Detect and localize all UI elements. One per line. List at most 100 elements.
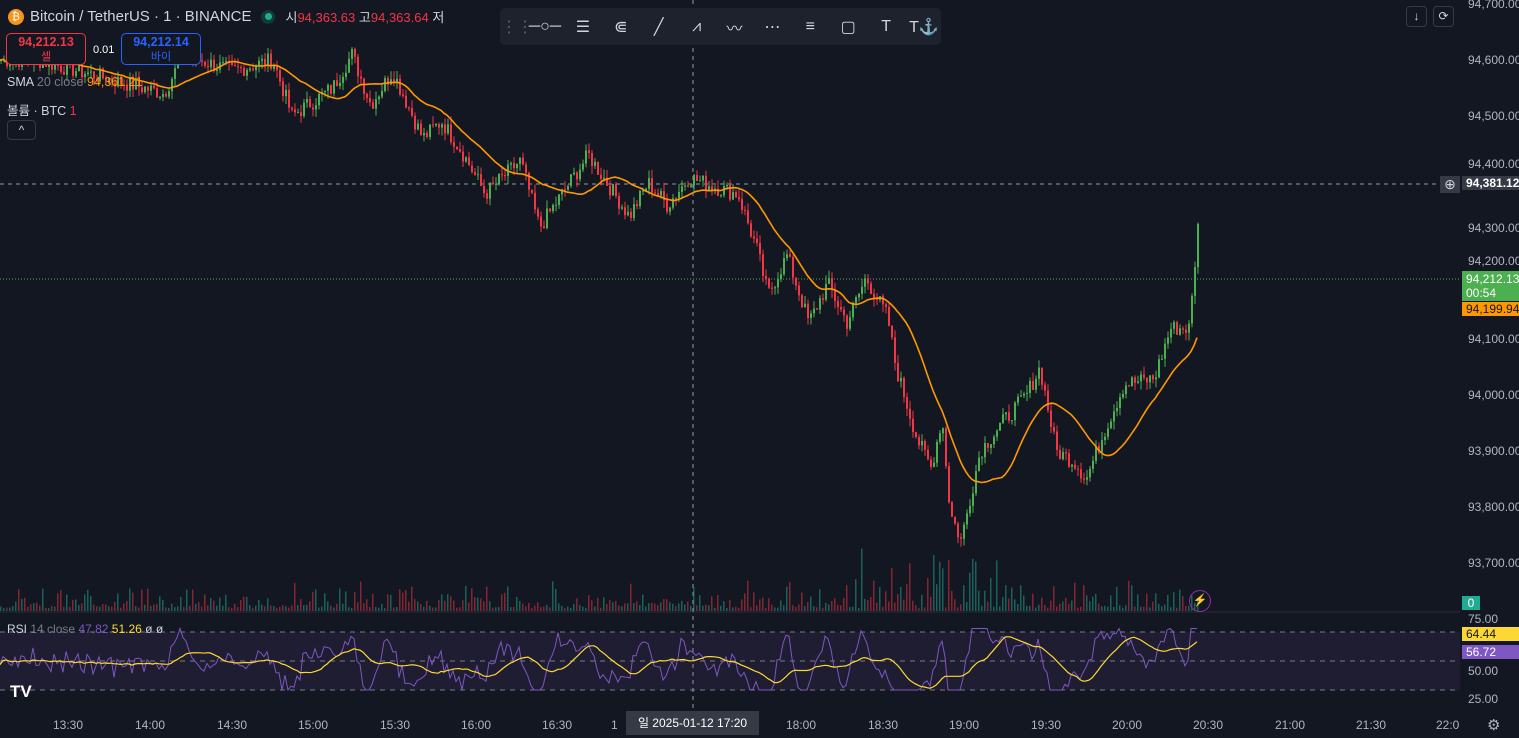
rsi-ma-tag: 64.44 (1462, 627, 1519, 641)
trend-line-icon[interactable]: ╱ (653, 18, 664, 36)
volume-bar (552, 581, 554, 611)
volume-bar (1023, 595, 1025, 611)
volume-bar (474, 597, 476, 611)
volume-bar (1068, 603, 1070, 611)
volume-bar (411, 586, 413, 611)
candle (774, 287, 776, 289)
candle (351, 49, 353, 59)
collapse-legend-button[interactable]: ^ (7, 120, 36, 140)
download-icon[interactable]: ↓ (1406, 6, 1427, 27)
candle (432, 124, 434, 126)
rsi-legend[interactable]: RSI 14 close 47.82 51.26 ø ø (7, 622, 164, 636)
price-axis-label: 93,700.00 (1468, 556, 1519, 570)
candle (1050, 410, 1052, 428)
volume-bar (372, 593, 374, 611)
volume-bar (606, 604, 608, 611)
settings-gear-icon[interactable]: ⚙ (1487, 717, 1501, 734)
lightning-icon[interactable]: ⚡ (1189, 590, 1211, 612)
volume-bar (339, 588, 341, 611)
candle (102, 68, 104, 79)
sell-button[interactable]: 94,212.13 셀 (6, 33, 86, 65)
volume-bar (438, 599, 440, 611)
volume-bar (987, 601, 989, 611)
candle (642, 190, 644, 192)
fib-fan-icon[interactable]: ⋐ (614, 18, 628, 36)
market-status-icon[interactable] (261, 9, 276, 24)
volume-bar (387, 594, 389, 611)
volume-bar (774, 607, 776, 611)
volume-bar (927, 577, 929, 611)
candle (678, 191, 680, 199)
volume-bar (915, 605, 917, 611)
buy-button[interactable]: 94,212.14 바이 (121, 33, 201, 65)
candle (150, 85, 152, 91)
candle (777, 279, 779, 288)
volume-bar (1122, 607, 1124, 611)
sma-legend[interactable]: SMA 20 close 94,361.21 (7, 75, 143, 89)
volume-bar (252, 607, 254, 611)
volume-bar (1119, 605, 1121, 611)
volume-bar (528, 602, 530, 611)
volume-bar (609, 599, 611, 611)
candle (945, 428, 947, 467)
candle (300, 112, 302, 116)
volume-bar (828, 604, 830, 611)
volume-bar (1011, 587, 1013, 611)
anchored-text-icon[interactable]: T⚓ (909, 18, 939, 36)
tradingview-logo[interactable]: TV (10, 682, 32, 701)
volume-bar (108, 606, 110, 611)
volume-bar (264, 606, 266, 611)
volume-bar (312, 591, 314, 611)
volume-bar (867, 600, 869, 611)
candle (627, 211, 629, 216)
volume-bar (57, 593, 59, 611)
price-range-icon[interactable]: ≡ (805, 17, 815, 35)
volume-bar (705, 604, 707, 611)
volume-bar (369, 607, 371, 611)
text-icon[interactable]: T (881, 17, 891, 35)
volume-bar (360, 581, 362, 611)
candle (129, 77, 131, 91)
refresh-icon[interactable]: ⟳ (1433, 6, 1454, 27)
symbol-title[interactable]: Bitcoin / TetherUS · 1 · BINANCE (30, 8, 252, 25)
candle (405, 95, 407, 108)
candle (477, 174, 479, 176)
add-alert-icon[interactable]: ⊕ (1440, 176, 1460, 193)
volume-bar (639, 604, 641, 611)
volume-bar (1101, 606, 1103, 611)
drag-handle-icon[interactable]: ⋮⋮ (501, 18, 533, 36)
candle (330, 84, 332, 94)
elliott-wave-icon[interactable]: 〰 (726, 20, 743, 38)
candle (783, 258, 785, 275)
candle (84, 74, 86, 78)
rectangle-icon[interactable]: ▢ (840, 18, 856, 36)
volume-bar (66, 594, 68, 611)
parallel-channel-icon[interactable]: ☰ (575, 18, 591, 36)
volume-bar (897, 593, 899, 611)
candle (837, 300, 839, 308)
candle (582, 163, 584, 170)
price-axis-label: 94,200.00 (1468, 254, 1519, 268)
volume-bar (894, 602, 896, 611)
date-range-icon[interactable]: ⋯ (764, 18, 781, 36)
volume-bar (843, 597, 845, 611)
volume-bar (693, 586, 695, 611)
volume-bar (120, 607, 122, 611)
candle (1098, 446, 1100, 453)
candle (1032, 381, 1034, 390)
volume-bar (957, 607, 959, 611)
volume-bar (672, 603, 674, 611)
candle (420, 123, 422, 136)
volume-bar (858, 607, 860, 611)
candle (528, 172, 530, 190)
volume-bar (942, 568, 944, 611)
candle (1179, 328, 1181, 335)
candle (282, 81, 284, 97)
volume-legend[interactable]: 볼륨 · BTC 1 (7, 104, 77, 118)
candle (861, 286, 863, 294)
horizontal-ray-icon[interactable]: ─○─ (528, 17, 562, 35)
candle (552, 204, 554, 212)
abcd-pattern-icon[interactable]: ⩘ (692, 17, 702, 35)
candle (807, 303, 809, 319)
